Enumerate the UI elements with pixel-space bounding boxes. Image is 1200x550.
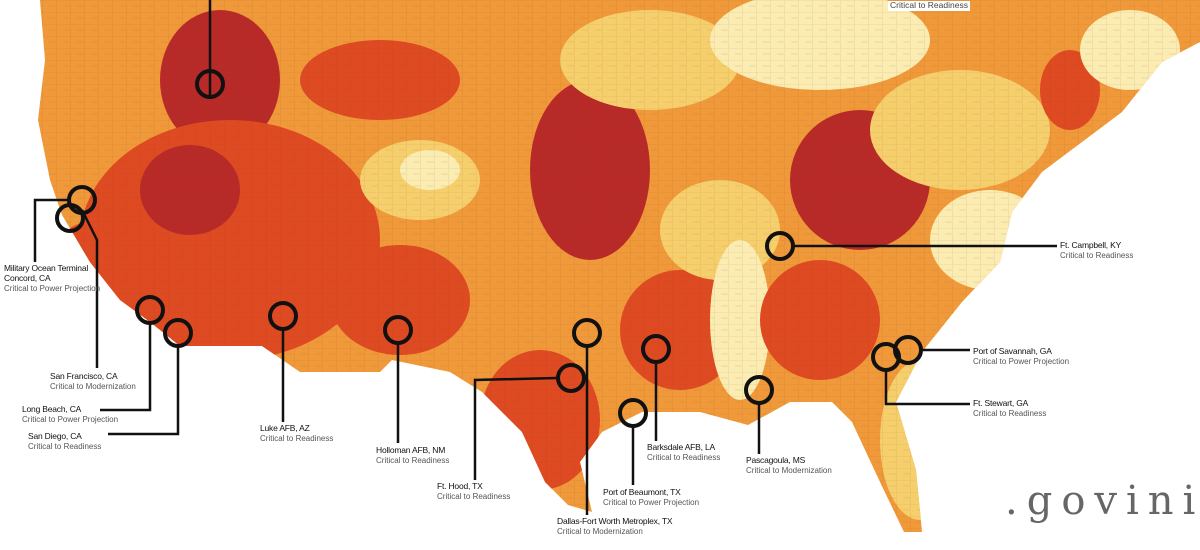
site-category: Critical to Readiness (647, 452, 721, 462)
site-category: Critical to Power Projection (603, 497, 700, 507)
site-category: Critical to Readiness (1060, 250, 1134, 260)
site-name: Port of Savannah, GA (973, 346, 1052, 356)
site-category: Critical to Power Projection (973, 356, 1070, 366)
site-name: Long Beach, CA (22, 404, 82, 414)
marker-circle-fthood[interactable] (556, 363, 586, 393)
site-category: Critical to Readiness (28, 441, 102, 451)
site-category: Critical to Readiness (260, 433, 334, 443)
marker-circle-pascagoula[interactable] (744, 375, 774, 405)
site-category: Critical to Readiness (890, 0, 968, 10)
logo-dot: . (1005, 478, 1027, 524)
label-pascagoula[interactable]: Pascagoula, MS Critical to Modernization (746, 455, 832, 475)
site-category: Critical to Readiness (376, 455, 450, 465)
marker-circle-ftstewart[interactable] (871, 342, 901, 372)
label-top-cut[interactable]: Critical to Readiness (888, 0, 970, 11)
label-sandiego[interactable]: San Diego, CA Critical to Readiness (28, 431, 102, 451)
marker-circle-luke[interactable] (268, 301, 298, 331)
govini-logo: .govini (1005, 478, 1200, 524)
site-name: Luke AFB, AZ (260, 423, 310, 433)
label-beaumont[interactable]: Port of Beaumont, TX Critical to Power Pr… (603, 487, 700, 507)
site-name: Ft. Campbell, KY (1060, 240, 1122, 250)
label-holloman[interactable]: Holloman AFB, NM Critical to Readiness (376, 445, 450, 465)
marker-circle-sandiego[interactable] (163, 318, 193, 348)
label-ftcampbell[interactable]: Ft. Campbell, KY Critical to Readiness (1060, 240, 1134, 260)
marker-circle-holloman[interactable] (383, 315, 413, 345)
leader-lines (33, 0, 1057, 515)
marker-circle-barksdale[interactable] (641, 334, 671, 364)
label-ftstewart[interactable]: Ft. Stewart, GA Critical to Readiness (973, 398, 1047, 418)
site-category: Critical to Readiness (973, 408, 1047, 418)
label-concord[interactable]: Military Ocean Terminal Concord, CA Criti… (4, 263, 104, 293)
label-sanfrancisco[interactable]: San Francisco, CA Critical to Modernizati… (50, 371, 136, 391)
site-name: Pascagoula, MS (746, 455, 806, 465)
label-luke[interactable]: Luke AFB, AZ Critical to Readiness (260, 423, 334, 443)
label-savannah[interactable]: Port of Savannah, GA Critical to Power Pr… (973, 346, 1070, 366)
label-barksdale[interactable]: Barksdale AFB, LA Critical to Readiness (647, 442, 721, 462)
site-name: Ft. Stewart, GA (973, 398, 1029, 408)
marker-circle-top-cut[interactable] (195, 69, 225, 99)
site-name: Holloman AFB, NM (376, 445, 446, 455)
marker-circle-ftcampbell[interactable] (765, 231, 795, 261)
site-name: Ft. Hood, TX (437, 481, 483, 491)
site-name: Barksdale AFB, LA (647, 442, 715, 452)
marker-circle-longbeach[interactable] (135, 295, 165, 325)
label-dallas[interactable]: Dallas-Fort Worth Metroplex, TX Critical … (557, 516, 673, 536)
marker-circle-beaumont[interactable] (618, 398, 648, 428)
site-category: Critical to Modernization (557, 526, 643, 536)
site-category: Critical to Power Projection (22, 414, 119, 424)
site-name: San Diego, CA (28, 431, 82, 441)
site-category: Critical to Modernization (746, 465, 832, 475)
site-name: Port of Beaumont, TX (603, 487, 681, 497)
site-name: Dallas-Fort Worth Metroplex, TX (557, 516, 673, 526)
site-category: Critical to Readiness (437, 491, 511, 501)
marker-circles (55, 69, 923, 428)
site-name: Military Ocean Terminal Concord, CA (4, 263, 89, 283)
logo-text: govini (1026, 478, 1200, 524)
marker-circle-concord2[interactable] (55, 203, 85, 233)
site-category: Critical to Modernization (50, 381, 136, 391)
label-fthood[interactable]: Ft. Hood, TX Critical to Readiness (437, 481, 511, 501)
label-longbeach[interactable]: Long Beach, CA Critical to Power Projecti… (22, 404, 119, 424)
marker-circle-dallas[interactable] (572, 318, 602, 348)
site-name: San Francisco, CA (50, 371, 118, 381)
site-category: Critical to Power Projection (4, 283, 101, 293)
